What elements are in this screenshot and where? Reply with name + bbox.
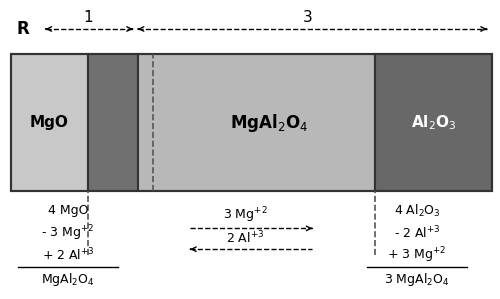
Text: MgAl$_2$O$_4$: MgAl$_2$O$_4$ bbox=[41, 271, 95, 288]
Text: + 3 Mg$^{+2}$: + 3 Mg$^{+2}$ bbox=[388, 245, 446, 265]
Bar bbox=[10, 54, 88, 191]
Text: 3: 3 bbox=[302, 10, 312, 25]
Text: + 2 Al$^{+3}$: + 2 Al$^{+3}$ bbox=[42, 247, 94, 263]
Text: R: R bbox=[17, 20, 29, 38]
Text: 4 Al$_2$O$_3$: 4 Al$_2$O$_3$ bbox=[394, 202, 440, 219]
Bar bbox=[374, 54, 492, 191]
Text: 4 MgO: 4 MgO bbox=[48, 204, 88, 217]
Text: 2 Al$^{+3}$: 2 Al$^{+3}$ bbox=[226, 230, 264, 246]
Text: 1: 1 bbox=[83, 10, 93, 25]
Text: Al$_2$O$_3$: Al$_2$O$_3$ bbox=[410, 113, 456, 132]
Text: - 2 Al$^{+3}$: - 2 Al$^{+3}$ bbox=[394, 225, 440, 241]
Text: MgO: MgO bbox=[30, 115, 68, 130]
Bar bbox=[138, 54, 374, 191]
Text: 3 Mg$^{+2}$: 3 Mg$^{+2}$ bbox=[222, 205, 268, 225]
Text: - 3 Mg$^{+2}$: - 3 Mg$^{+2}$ bbox=[42, 223, 94, 242]
Bar bbox=[88, 54, 138, 191]
Text: 3 MgAl$_2$O$_4$: 3 MgAl$_2$O$_4$ bbox=[384, 271, 450, 288]
Text: MgAl$_2$O$_4$: MgAl$_2$O$_4$ bbox=[230, 112, 308, 134]
Bar bbox=[10, 54, 492, 191]
